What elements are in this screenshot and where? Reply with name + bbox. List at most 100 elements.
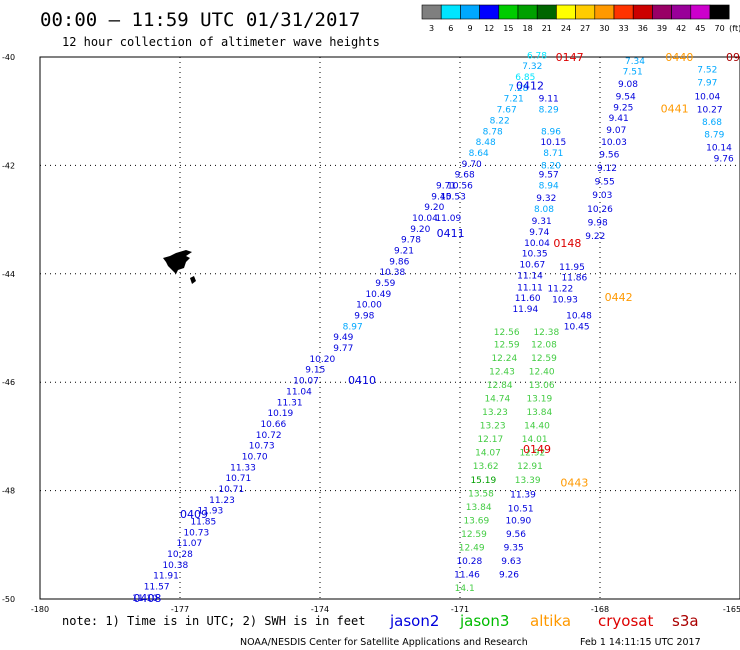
data-point-jason2: 10.71 <box>218 485 244 495</box>
colorbar-label: 30 <box>599 24 609 33</box>
data-point-jason2: 10.49 <box>365 290 391 300</box>
data-point-jason2: 10.35 <box>522 250 548 260</box>
colorbar-swatch <box>556 4 576 20</box>
data-point-jason3: 13.19 <box>526 394 552 404</box>
y-tick-label: -40 <box>2 53 15 62</box>
data-point-jason2: 10.72 <box>256 431 282 441</box>
data-point-jason2: 11.22 <box>547 284 573 294</box>
data-point-jason2: 9.56 <box>506 530 526 540</box>
legend-cryosat: cryosat <box>598 612 653 630</box>
y-tick-label: -46 <box>2 378 15 387</box>
colorbar-label: 42 <box>676 24 686 33</box>
data-points: 11.1011.5711.9110.3810.2811.0710.7311.85… <box>132 51 734 604</box>
data-point-jason2: 8.71 <box>543 149 563 159</box>
data-point-jason2: 11.04 <box>286 387 312 397</box>
data-point-jason2: 7.32 <box>522 62 542 72</box>
track-label-altika: 0443 <box>560 476 588 489</box>
data-point-jason2: 11.60 <box>515 294 541 304</box>
data-point-jason2: 9.71 <box>436 181 456 191</box>
x-tick-label: -177 <box>171 605 189 614</box>
data-point-jason2: 8.22 <box>490 116 510 126</box>
data-point-altika: 9.55 <box>595 178 615 188</box>
data-point-jason2: 8.08 <box>534 205 554 215</box>
x-tick-label: -171 <box>451 605 469 614</box>
data-point-jason2: 10.38 <box>379 268 405 278</box>
island-icon <box>163 250 196 284</box>
data-point-jason2: 7.67 <box>497 106 517 116</box>
data-point-jason2: 10.19 <box>267 409 293 419</box>
colorbar-label: 39 <box>657 24 667 33</box>
y-tick-label: -44 <box>2 270 15 279</box>
data-point-jason2: 9.45 <box>431 192 451 202</box>
colorbar-swatch <box>575 4 596 20</box>
data-point-jason2: 9.77 <box>333 344 353 354</box>
track-label-jason2: 0410 <box>348 374 376 387</box>
data-point-jason3: 12.91 <box>517 462 543 472</box>
data-point-jason2: 11.86 <box>561 274 587 284</box>
data-point-jason2: 9.74 <box>529 228 549 238</box>
data-point-jason2: 11.57 <box>144 583 170 593</box>
y-tick-label: -50 <box>2 595 15 604</box>
colorbar-label: 18 <box>523 24 533 33</box>
data-point-jason3: 14.07 <box>475 449 501 459</box>
data-point-jason2: 11.14 <box>517 271 543 281</box>
colorbar-swatch <box>479 4 500 20</box>
colorbar-label: 15 <box>503 24 513 33</box>
colorbar-label: 21 <box>542 24 552 33</box>
data-point-jason2: 10.71 <box>225 474 251 484</box>
track-label-jason2: 0412 <box>516 80 544 93</box>
data-point-jason2: 9.32 <box>536 194 556 204</box>
plot-frame <box>39 56 740 600</box>
data-point-jason3: 13.39 <box>515 476 541 486</box>
data-point-jason2: 10.45 <box>564 322 590 332</box>
data-point-jason2: 10.04 <box>412 214 438 224</box>
y-tick-label: -48 <box>2 487 15 496</box>
footer-note: note: 1) Time is in UTC; 2) SWH is in fe… <box>62 614 365 628</box>
data-point-altika: 9.08 <box>618 80 638 90</box>
x-tick-label: -180 <box>31 605 49 614</box>
colorbar-label: 36 <box>638 24 648 33</box>
colorbar-label: 9 <box>467 24 472 33</box>
data-point-jason2: 6.85 <box>515 73 535 83</box>
data-point-jason3: 13.69 <box>463 516 489 526</box>
track-label-cryosat: 0147 <box>556 51 584 64</box>
legend-s3a: s3a <box>672 612 699 630</box>
data-point-jason2: 7.28 <box>508 84 528 94</box>
colorbar-swatch <box>460 4 480 20</box>
colorbar-label: 27 <box>580 24 590 33</box>
colorbar-label: 33 <box>619 24 629 33</box>
data-point-jason2: 9.86 <box>389 257 409 267</box>
data-point-jason2: 10.56 <box>447 181 473 191</box>
data-point-jason3: 12.59 <box>461 530 487 540</box>
data-point-jason2: 11.39 <box>510 490 536 500</box>
colorbar-swatch <box>498 4 519 20</box>
data-point-jason2: 9.20 <box>410 225 430 235</box>
footer-credit: NOAA/NESDIS Center for Satellite Applica… <box>240 637 528 648</box>
data-point-jason2: 10.48 <box>566 312 592 322</box>
data-point-jason2: 10.67 <box>519 261 545 271</box>
data-point-jason3: 15.19 <box>470 476 496 486</box>
data-point-jason3: 12.43 <box>489 367 515 377</box>
data-point-altika: 9.56 <box>599 151 619 161</box>
data-point-jason2: 9.15 <box>305 366 325 376</box>
data-point-jason2: 11.85 <box>190 517 216 527</box>
x-tick-label: -168 <box>591 605 609 614</box>
data-point-jason2: 8.96 <box>541 127 561 137</box>
data-point-jason2: 8.64 <box>469 149 489 159</box>
data-point-altika: 9.41 <box>609 114 629 124</box>
track-label-altika: 0442 <box>605 291 633 304</box>
x-tick-label: -165 <box>723 605 740 614</box>
colorbar-label: 6 <box>448 24 453 33</box>
data-point-jason2: 10.28 <box>167 550 193 560</box>
data-point-altika: 9.07 <box>606 126 626 136</box>
axis-ticks: -180 -177 -174 -171 -168 -165 -40 -42 -44 -46 -48 -… <box>2 53 740 614</box>
legend: jason2 jason3 altika cryosat s3a <box>389 612 699 630</box>
data-point-altika: 10.03 <box>601 138 627 148</box>
data-point-jason3: 13.58 <box>468 489 494 499</box>
data-point-jason2: 9.11 <box>539 95 559 105</box>
data-point-jason2: 10.20 <box>309 355 335 365</box>
data-point-jason2: 8.97 <box>343 322 363 332</box>
track-label-jason2: 0408 <box>133 592 161 605</box>
